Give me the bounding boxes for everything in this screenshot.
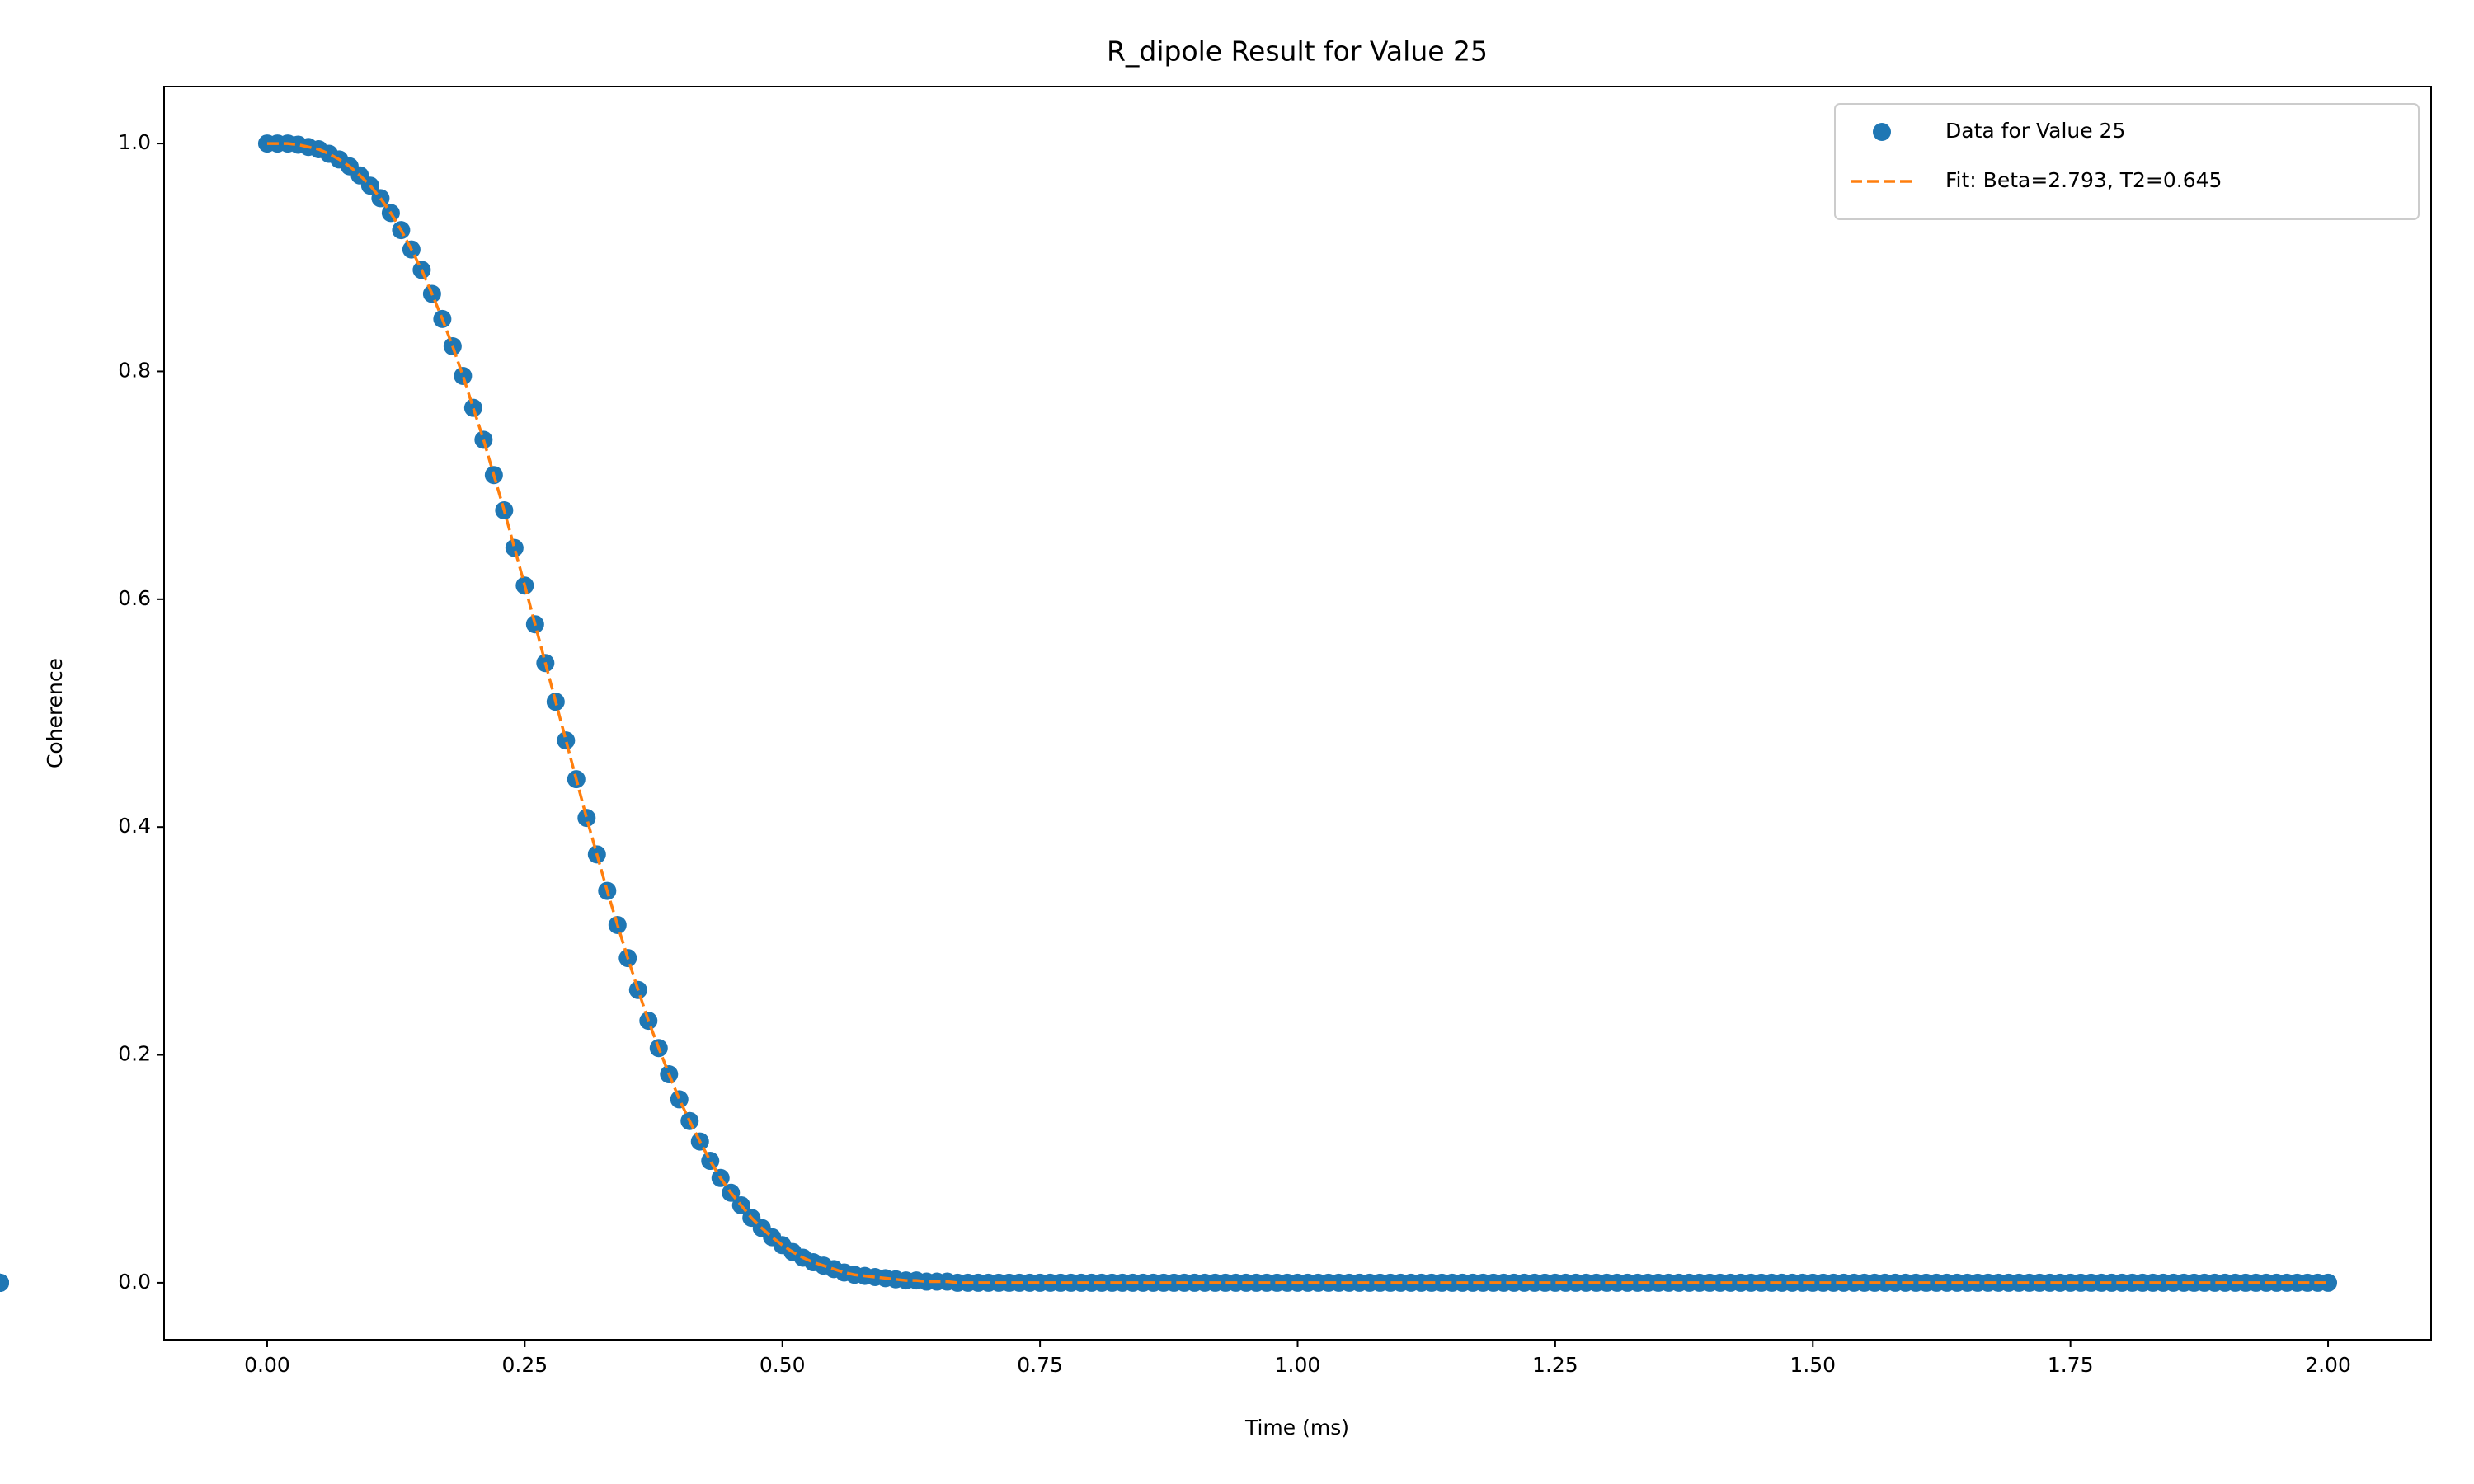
data-point bbox=[2319, 1273, 2338, 1292]
x-tick-label: 1.50 bbox=[1790, 1353, 1836, 1377]
data-point bbox=[474, 430, 493, 449]
legend-box bbox=[1834, 103, 2420, 220]
x-tick-label: 1.00 bbox=[1275, 1353, 1321, 1377]
y-axis-label: Coherence bbox=[43, 658, 67, 768]
x-tick-label: 0.50 bbox=[760, 1353, 806, 1377]
y-tick-label: 0.2 bbox=[118, 1042, 151, 1066]
y-tick-label: 0.4 bbox=[118, 814, 151, 838]
y-tick-label: 0.8 bbox=[118, 358, 151, 382]
x-axis-label: Time (ms) bbox=[1244, 1416, 1349, 1439]
data-point bbox=[454, 366, 473, 385]
legend-label: Data for Value 25 bbox=[1945, 119, 2125, 143]
data-point bbox=[505, 538, 524, 557]
data-point bbox=[557, 731, 576, 750]
chart-title: R_dipole Result for Value 25 bbox=[1107, 35, 1488, 68]
data-point bbox=[577, 809, 596, 828]
y-tick-label: 0.6 bbox=[118, 586, 151, 610]
data-point bbox=[0, 1273, 9, 1292]
x-tick-label: 0.00 bbox=[244, 1353, 290, 1377]
legend-label: Fit: Beta=2.793, T2=0.645 bbox=[1945, 168, 2222, 192]
y-tick-label: 1.0 bbox=[118, 130, 151, 154]
x-tick-label: 0.75 bbox=[1017, 1353, 1063, 1377]
x-tick-label: 0.25 bbox=[502, 1353, 548, 1377]
data-point bbox=[701, 1152, 720, 1171]
y-tick-label: 0.0 bbox=[118, 1270, 151, 1294]
data-point bbox=[463, 398, 482, 417]
x-tick-label: 2.00 bbox=[2305, 1353, 2351, 1377]
legend-marker bbox=[1873, 123, 1891, 141]
data-point bbox=[670, 1090, 689, 1109]
plot-frame bbox=[163, 86, 2432, 1341]
fit-line bbox=[266, 142, 2329, 1284]
x-tick-label: 1.25 bbox=[1532, 1353, 1578, 1377]
x-tick-label: 1.75 bbox=[2048, 1353, 2094, 1377]
